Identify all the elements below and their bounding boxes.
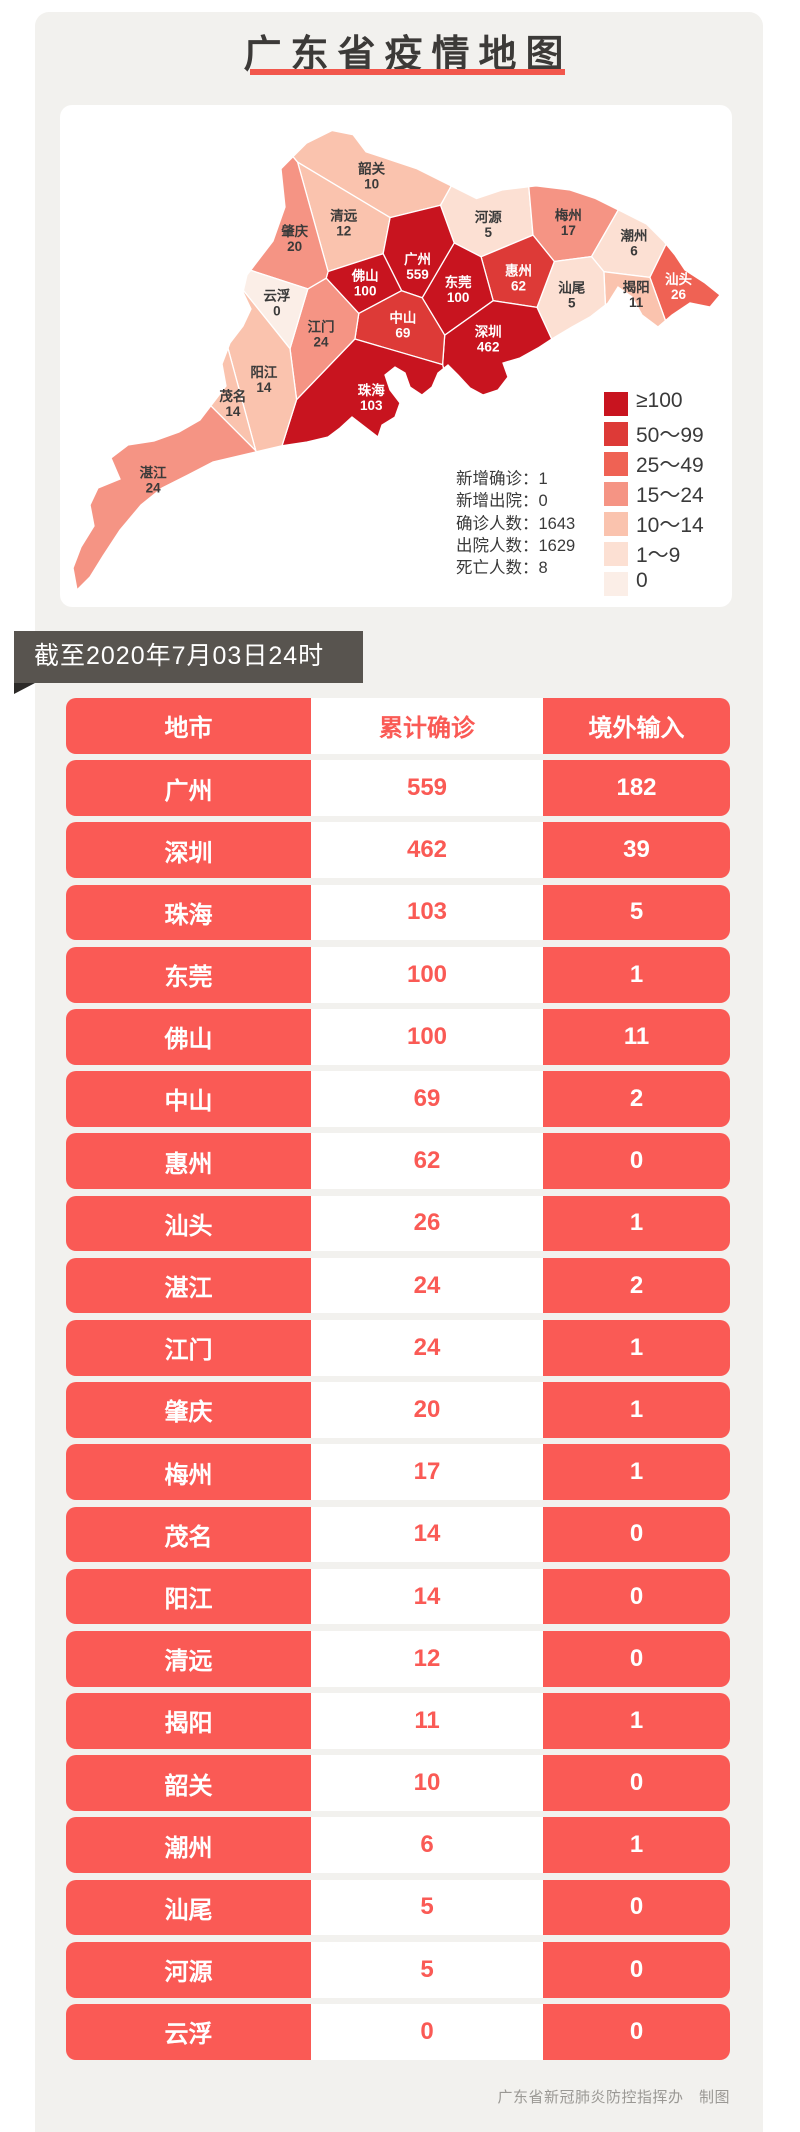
- svg-text:潮州: 潮州: [621, 228, 648, 244]
- svg-text:10: 10: [364, 177, 379, 192]
- svg-text:100: 100: [447, 290, 470, 305]
- svg-text:100: 100: [354, 284, 377, 299]
- svg-text:茂名: 茂名: [219, 388, 246, 404]
- svg-text:14: 14: [256, 380, 272, 395]
- svg-text:62: 62: [511, 278, 526, 293]
- svg-text:广州: 广州: [404, 251, 431, 267]
- svg-text:汕头: 汕头: [665, 271, 693, 287]
- svg-text:韶关: 韶关: [358, 161, 385, 177]
- svg-text:清远: 清远: [330, 208, 357, 224]
- svg-text:17: 17: [561, 223, 576, 238]
- svg-text:24: 24: [313, 335, 329, 350]
- svg-text:24: 24: [146, 480, 162, 495]
- svg-text:20: 20: [287, 239, 302, 254]
- svg-text:6: 6: [630, 244, 638, 259]
- svg-text:河源: 河源: [475, 209, 502, 225]
- svg-text:11: 11: [629, 295, 644, 310]
- svg-text:湛江: 湛江: [140, 464, 167, 480]
- svg-text:惠州: 惠州: [505, 262, 532, 278]
- svg-text:深圳: 深圳: [475, 324, 502, 340]
- svg-text:69: 69: [395, 326, 410, 341]
- svg-text:0: 0: [273, 304, 281, 319]
- svg-text:26: 26: [671, 287, 687, 302]
- svg-text:559: 559: [406, 267, 429, 282]
- svg-text:肇庆: 肇庆: [281, 223, 308, 239]
- svg-text:中山: 中山: [389, 310, 416, 326]
- svg-text:462: 462: [477, 340, 500, 355]
- svg-text:5: 5: [568, 295, 576, 310]
- svg-text:5: 5: [485, 225, 493, 240]
- svg-text:东莞: 东莞: [445, 274, 472, 290]
- svg-text:阳江: 阳江: [250, 364, 277, 380]
- svg-text:12: 12: [336, 224, 351, 239]
- svg-text:江门: 江门: [308, 319, 335, 335]
- svg-text:珠海: 珠海: [358, 382, 385, 398]
- svg-text:梅州: 梅州: [555, 207, 582, 223]
- svg-text:佛山: 佛山: [351, 268, 379, 284]
- svg-text:汕尾: 汕尾: [558, 279, 585, 295]
- svg-text:云浮: 云浮: [263, 288, 290, 304]
- svg-text:103: 103: [360, 398, 383, 413]
- svg-text:揭阳: 揭阳: [623, 279, 650, 295]
- svg-text:14: 14: [225, 404, 241, 419]
